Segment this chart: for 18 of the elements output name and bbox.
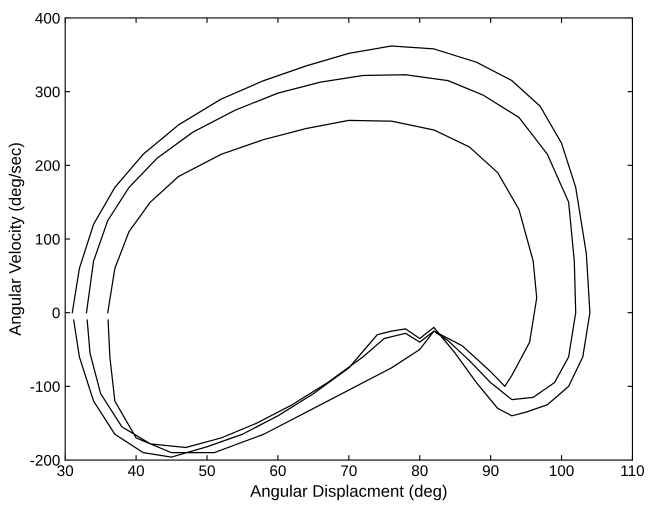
x-tick-label: 50: [199, 465, 215, 476]
x-tick-label: 100: [550, 465, 574, 476]
x-axis-title: Angular Displacment (deg): [250, 484, 446, 500]
y-tick-label: 100: [36, 234, 60, 245]
x-tick-label: 80: [412, 465, 428, 476]
y-tick-label: -200: [30, 454, 60, 466]
x-tick-label: 90: [482, 465, 499, 476]
y-tick-label: -100: [30, 381, 60, 392]
y-tick-label: 0: [52, 308, 60, 318]
x-tick-label: 30: [57, 465, 74, 476]
x-tick-label: 60: [270, 465, 286, 476]
x-tick-label: 110: [621, 465, 644, 476]
x-tick-label: 40: [128, 465, 144, 476]
x-tick-label: 70: [341, 465, 357, 476]
y-tick-label: 400: [35, 12, 60, 24]
y-tick-label: 300: [35, 86, 60, 98]
y-tick-label: 200: [36, 160, 60, 172]
y-axis-title: Angular Velocity (deg/sec): [8, 143, 24, 336]
